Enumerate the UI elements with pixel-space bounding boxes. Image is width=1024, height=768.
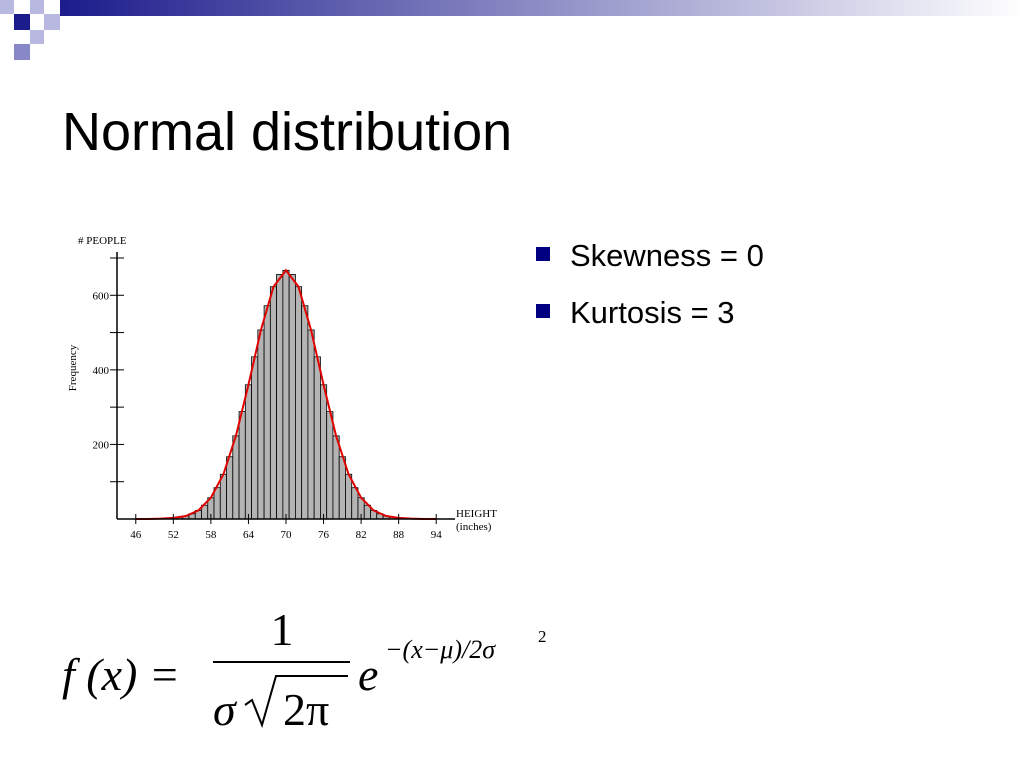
formula-lhs: f (x) = [62, 649, 180, 700]
y-axis-title: # PEOPLE [78, 235, 127, 247]
x-tick-label: 82 [356, 529, 367, 541]
bar [263, 305, 271, 520]
y-tick-label: 600 [93, 290, 110, 302]
fit-curve [135, 268, 437, 520]
sqrt-sign [244, 675, 348, 729]
x-tick-label: 70 [281, 529, 293, 541]
x-tick-label: 64 [243, 529, 255, 541]
x-tick-label: 58 [205, 529, 217, 541]
y-tick-label: 400 [93, 365, 110, 377]
x-tick-label: 76 [318, 529, 330, 541]
formula: f (x) = 1 σ 2π e −(x−μ)/2σ 2 [62, 604, 547, 735]
bar [213, 487, 221, 520]
bullet: Kurtosis = 3 [570, 295, 735, 330]
formula-numerator: 1 [271, 604, 294, 655]
formula-exponent-power: 2 [538, 627, 547, 646]
bar [338, 456, 346, 520]
bar [345, 473, 353, 520]
formula-sigma: σ [213, 684, 238, 735]
formula-base: e [358, 649, 378, 700]
formula-exponent: −(x−μ)/2σ [385, 635, 496, 664]
y-axis-label: Frequency [67, 344, 79, 391]
x-tick-label: 52 [168, 529, 179, 541]
bar [332, 435, 340, 520]
bar [294, 286, 303, 520]
bar [276, 274, 284, 520]
header-bar [60, 0, 1024, 16]
bullet: Skewness = 0 [570, 238, 764, 273]
deco [14, 14, 30, 30]
bar [320, 384, 328, 520]
bar [219, 473, 227, 520]
bar [257, 329, 265, 520]
histogram-chart: 200 400 600 46 52 58 64 70 76 82 88 94 # PEOPLE Frequ… [67, 235, 497, 541]
x-axis-title: HEIGHT [456, 508, 497, 520]
bullet-marker [536, 247, 550, 261]
x-tick-label: 88 [393, 529, 405, 541]
x-tick-label: 46 [130, 529, 142, 541]
y-tick-label: 200 [93, 439, 110, 451]
bar [232, 435, 240, 520]
deco [30, 0, 44, 14]
bar [251, 356, 259, 520]
deco [30, 30, 44, 44]
deco [14, 44, 30, 60]
bar [269, 286, 278, 520]
bar [313, 356, 321, 520]
bar [288, 274, 296, 520]
bar [238, 411, 246, 520]
bar [307, 329, 315, 520]
bar [244, 384, 252, 520]
deco [44, 14, 60, 30]
deco [0, 0, 14, 14]
x-tick-label: 94 [431, 529, 443, 541]
bullet-marker [536, 304, 550, 318]
formula-radicand: 2π [283, 684, 329, 735]
bar [351, 487, 359, 520]
bar [282, 269, 290, 520]
x-axis-unit: (inches) [456, 521, 492, 533]
bar [226, 456, 234, 520]
slide-title: Normal distribution [62, 102, 512, 162]
bar [301, 305, 309, 520]
bar [326, 411, 334, 520]
